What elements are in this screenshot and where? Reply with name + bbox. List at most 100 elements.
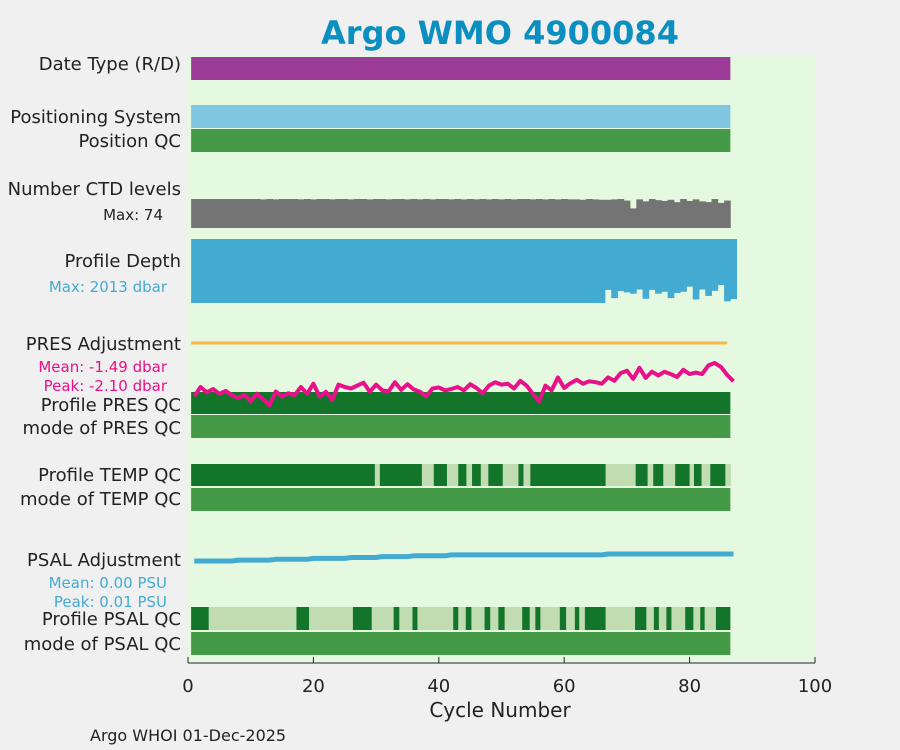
profile-depth-bar bbox=[347, 239, 355, 303]
ctd-levels-bar bbox=[673, 202, 681, 228]
ctd-levels-bar bbox=[492, 199, 499, 228]
profile-depth-bar bbox=[554, 239, 562, 303]
profile-depth-bar bbox=[341, 239, 349, 303]
profile-depth-bar bbox=[197, 239, 205, 303]
ctd-levels-bar bbox=[297, 199, 305, 228]
profile-depth-bar bbox=[648, 239, 656, 290]
profile-depth-bar bbox=[479, 239, 487, 303]
profile-depth-bar bbox=[266, 239, 274, 303]
profile-depth-bar bbox=[203, 239, 211, 303]
profile-depth-bar bbox=[636, 239, 643, 290]
psal-qc-dark-segment bbox=[484, 607, 491, 630]
profile-depth-bar bbox=[623, 239, 631, 293]
ctd-levels-bar bbox=[448, 199, 455, 228]
psal-adjustment-peak: Peak: 0.01 PSU bbox=[54, 593, 167, 611]
profile-depth-bar bbox=[611, 239, 618, 299]
ctd-levels-bar bbox=[579, 199, 587, 228]
psal-qc-dark-segment bbox=[191, 607, 209, 630]
ctd-levels-bar bbox=[209, 199, 217, 228]
profile-depth-bar bbox=[228, 239, 236, 303]
psal-qc-dark-segment bbox=[635, 607, 647, 630]
profile-depth-bar bbox=[673, 239, 681, 294]
profile-depth-bar bbox=[667, 239, 675, 299]
profile-depth-bar bbox=[535, 239, 543, 303]
x-tick-label: 40 bbox=[427, 676, 450, 697]
psal-qc-dark-segment bbox=[715, 607, 731, 630]
psal-qc-dark-segment bbox=[666, 607, 672, 630]
ctd-levels-bar bbox=[573, 199, 581, 228]
profile-temp-qc-bar bbox=[191, 464, 731, 486]
ctd-levels-bar bbox=[235, 199, 242, 228]
ctd-levels-bar bbox=[667, 199, 675, 228]
ctd-levels-bar bbox=[429, 199, 437, 228]
profile-depth-bar bbox=[297, 239, 305, 303]
profile-depth-bar bbox=[329, 239, 336, 303]
profile-depth-bar bbox=[322, 239, 330, 303]
profile-depth-bar bbox=[485, 239, 493, 303]
profile-depth-bar bbox=[561, 239, 568, 303]
mode-temp-qc-bar bbox=[191, 488, 731, 511]
profile-depth-bar bbox=[247, 239, 255, 303]
temp-qc-light-segment bbox=[701, 464, 711, 486]
profile-depth-bar bbox=[680, 239, 687, 292]
psal-adjustment-label: PSAL Adjustment bbox=[27, 550, 181, 571]
profile-depth-bar bbox=[454, 239, 462, 303]
ctd-levels-bar bbox=[247, 199, 255, 228]
ctd-levels-bar bbox=[398, 199, 405, 228]
temp-qc-light-segment bbox=[689, 464, 694, 486]
profile-depth-bar bbox=[372, 239, 380, 303]
profile-depth-bar bbox=[435, 239, 443, 303]
profile-depth-bar bbox=[278, 239, 286, 303]
profile-depth-bar bbox=[385, 239, 393, 303]
profile-depth-bar bbox=[655, 239, 662, 294]
profile-depth-bar bbox=[661, 239, 669, 292]
profile-temp-qc-label: Profile TEMP QC bbox=[38, 465, 181, 486]
ctd-levels-bar bbox=[435, 199, 443, 228]
profile-depth-bar bbox=[473, 239, 480, 303]
ctd-levels-bar bbox=[655, 200, 662, 228]
profile-depth-bar bbox=[235, 239, 242, 303]
temp-qc-light-segment bbox=[663, 464, 676, 486]
psal-qc-dark-segment bbox=[685, 607, 694, 630]
temp-qc-light-segment bbox=[374, 464, 380, 486]
profile-depth-bar bbox=[705, 239, 712, 296]
ctd-levels-bar bbox=[548, 199, 556, 228]
ctd-levels-bar bbox=[467, 199, 474, 228]
profile-depth-bar bbox=[241, 239, 248, 303]
profile-depth-bar bbox=[467, 239, 474, 303]
profile-depth-bar bbox=[448, 239, 455, 303]
profile-depth-bar bbox=[360, 239, 368, 303]
ctd-levels-bar bbox=[586, 199, 593, 228]
profile-depth-bar bbox=[604, 239, 612, 290]
profile-depth-bar bbox=[592, 239, 600, 303]
profile-psal-qc-bar bbox=[191, 607, 731, 630]
profile-depth-bar bbox=[573, 239, 581, 303]
ctd-levels-max: Max: 74 bbox=[103, 206, 163, 224]
ctd-levels-bar bbox=[517, 199, 524, 228]
pres-adjustment-peak: Peak: -2.10 dbar bbox=[44, 377, 168, 395]
profile-depth-bar bbox=[404, 239, 411, 303]
ctd-levels-bar bbox=[360, 199, 368, 228]
profile-depth-bar bbox=[310, 239, 317, 303]
pres-adjustment-mean: Mean: -1.49 dbar bbox=[38, 358, 168, 376]
profile-pres-qc-label: Profile PRES QC bbox=[41, 395, 181, 416]
ctd-levels-bar bbox=[316, 199, 324, 228]
profile-depth-bar bbox=[686, 239, 694, 287]
profile-depth-bar bbox=[398, 239, 405, 303]
ctd-levels-bar bbox=[385, 199, 393, 228]
profile-depth-bar bbox=[441, 239, 449, 303]
psal-qc-dark-segment bbox=[453, 607, 459, 630]
profile-depth-bar bbox=[429, 239, 437, 303]
profile-depth-bar bbox=[460, 239, 468, 303]
ctd-levels-bar bbox=[598, 199, 606, 228]
ctd-levels-bar bbox=[260, 199, 267, 228]
profile-depth-label: Profile Depth bbox=[64, 251, 181, 272]
profile-depth-bar bbox=[498, 239, 506, 303]
ctd-levels-bar bbox=[623, 200, 631, 228]
ctd-levels-bar bbox=[441, 199, 449, 228]
ctd-levels-bar bbox=[479, 199, 487, 228]
ctd-levels-bar bbox=[692, 199, 700, 228]
ctd-levels-bar bbox=[561, 199, 568, 228]
ctd-levels-bar bbox=[554, 199, 562, 228]
ctd-levels-bar bbox=[699, 201, 706, 228]
